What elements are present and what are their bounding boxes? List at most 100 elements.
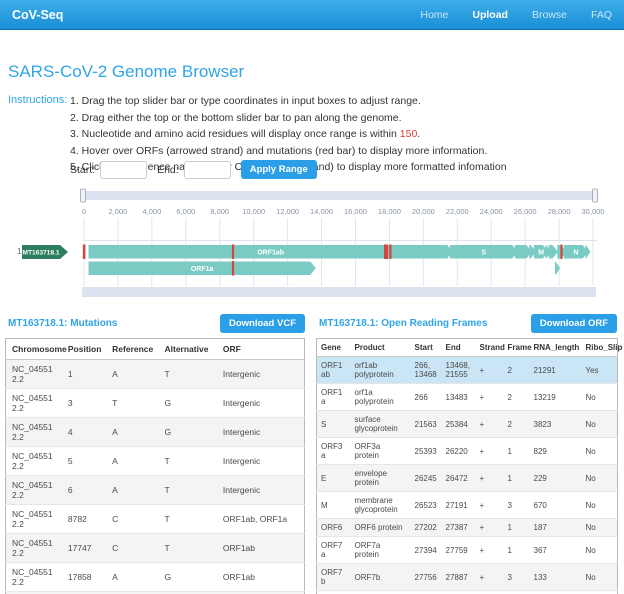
orf-row[interactable]: ORF8ORF8 protein2789428259+3367No [316, 590, 618, 594]
table-cell: G [158, 562, 217, 592]
table-cell: A [106, 562, 159, 592]
mutation-mark-8782[interactable] [231, 244, 235, 260]
orf-arrow-ORF7a[interactable] [548, 245, 558, 259]
download-orf-button[interactable]: Download ORF [530, 313, 617, 333]
download-vcf-button[interactable]: Download VCF [219, 313, 305, 333]
mutation-mark-17858[interactable] [385, 244, 389, 260]
table-cell: M [316, 491, 351, 519]
orf-arrow-ORF6[interactable] [545, 245, 552, 259]
axis-tick-label: 18,000 [378, 207, 401, 216]
table-cell: + [475, 383, 504, 411]
orf-row[interactable]: ORF7a ORF7a protein 27394 27759 +1 367 No [316, 536, 618, 564]
table-cell: 13483 [441, 383, 476, 411]
orf-label-N: N [573, 249, 578, 256]
table-cell: Intergenic [216, 417, 305, 447]
orf-panel-title[interactable]: MT163718.1: Open Reading Frames [319, 317, 488, 329]
mutation-row[interactable]: NC_045512.2 1 A T Intergenic [5, 359, 305, 389]
table-cell: 2 [503, 383, 530, 411]
orf-arrow-N[interactable] [563, 245, 589, 259]
table-cell: C [106, 533, 159, 563]
mutation-mark-8782[interactable] [231, 261, 235, 276]
orf-arrow-ORF7b[interactable] [554, 261, 561, 276]
table-cell: NC_045512.2 [5, 359, 62, 389]
mutation-row[interactable]: NC_045512.2 4 A G Intergenic [5, 417, 305, 447]
nav-item-upload[interactable]: Upload [472, 8, 508, 21]
orf-arrow-ORF10[interactable] [585, 245, 591, 259]
nav-item-faq[interactable]: FAQ [590, 8, 612, 21]
orf-row[interactable]: ORF7b ORF7b 27756 27887 +3 133 No [316, 563, 618, 591]
mutation-mark-6[interactable] [83, 244, 86, 260]
orf-row[interactable]: ORF1a orf1a polyprotein 266 13483 +2 13219 No [316, 383, 618, 411]
instructions-label: Instructions: [8, 94, 68, 106]
table-cell: S [316, 410, 351, 438]
instruction-item: 1. Drag the top slider bar or type coord… [70, 95, 421, 107]
mutation-row[interactable]: NC_045512.2 3 T G Intergenic [5, 388, 305, 418]
table-cell: 5 [61, 446, 107, 476]
table-cell: Intergenic [216, 388, 305, 418]
mutation-mark-17747[interactable] [384, 244, 387, 260]
mutations-panel-title[interactable]: MT163718.1: Mutations [8, 317, 118, 329]
mutation-mark-28144[interactable] [560, 244, 563, 260]
brand-logo[interactable]: CoV-Seq [12, 7, 64, 22]
table-cell: ORF1ab [216, 533, 305, 563]
table-cell: 266 [410, 383, 442, 411]
mutation-row[interactable]: NC_045512.2 17747 C T ORF1ab [5, 533, 305, 563]
range-slider-bottom[interactable] [82, 287, 596, 297]
mutations-panel: MT163718.1: Mutations Download VCF Chrom… [5, 312, 305, 594]
table-cell: ORF3a [316, 437, 351, 465]
slider-handle-right[interactable] [592, 188, 598, 203]
table-cell: No [581, 518, 618, 537]
orf-arrow-M[interactable] [534, 245, 549, 259]
table-cell: 27894 [410, 590, 442, 594]
nav-item-browse[interactable]: Browse [531, 8, 567, 21]
table-cell: T [158, 533, 217, 563]
orf-arrow-ORF1ab[interactable] [88, 245, 453, 259]
axis-tick-label: 22,000 [446, 207, 469, 216]
sequence-name-flag[interactable] [22, 245, 68, 259]
start-input[interactable] [100, 160, 148, 179]
mutation-row[interactable]: NC_045512.2 8782 C T ORF1ab, ORF1a [5, 504, 305, 534]
table-cell: 13468, 21555 [441, 356, 476, 384]
column-header: Reference [106, 338, 159, 360]
range-slider-top[interactable] [82, 191, 596, 200]
column-header: Strand [475, 338, 505, 357]
orf-label-S: S [481, 249, 486, 256]
end-input[interactable] [183, 160, 231, 179]
mutation-row[interactable]: NC_045512.2 5 A T Intergenic [5, 446, 305, 476]
column-header: ORF [216, 338, 305, 360]
mutations-table-header: Chromosome Position Reference Alternative OR… [5, 338, 305, 360]
nav-item-home[interactable]: Home [420, 8, 449, 21]
table-cell: ORF6 protein [350, 518, 411, 537]
table-cell: 266, 13468 [410, 356, 442, 384]
table-cell: A [106, 446, 159, 476]
orf-arrow-S[interactable] [449, 245, 518, 259]
slider-handle-left[interactable] [80, 188, 86, 203]
mutation-mark-18060[interactable] [389, 244, 392, 260]
orf-arrow-E[interactable] [529, 245, 537, 259]
mutation-row[interactable]: NC_045512.2 6 A T Intergenic [5, 475, 305, 505]
axis-tick-label: 6,000 [176, 207, 195, 216]
orf-row[interactable]: ORF6 ORF6 protein 27202 27387 +1 187 No [316, 518, 618, 537]
mutation-row[interactable]: NC_045512.218060CTORF1ab [5, 591, 305, 594]
table-cell: 27191 [441, 491, 476, 519]
axis-tick-label: 10,000 [242, 207, 265, 216]
table-cell: A [106, 417, 159, 447]
axis-tick-label: 2,000 [109, 207, 128, 216]
orf-arrow-ORF1a[interactable] [88, 261, 316, 276]
table-cell: ORF3a protein [350, 437, 411, 465]
table-cell: 1 [503, 464, 530, 492]
table-cell: ORF1ab [316, 356, 351, 384]
table-cell: T [158, 446, 217, 476]
axis-tick-label: 0 [82, 207, 86, 216]
orf-row[interactable]: ORF1ab orf1ab polyprotein 266, 13468 13468,… [316, 356, 618, 384]
apply-range-button[interactable]: Apply Range [240, 160, 317, 179]
orf-row[interactable]: ORF3a ORF3a protein 25393 26220 +1 829 No [316, 437, 618, 465]
orf-arrow-ORF3a[interactable] [514, 245, 532, 259]
orf-table-body: ORF1ab orf1ab polyprotein 266, 13468 13468,… [316, 356, 618, 594]
column-header: RNA_length [529, 338, 582, 357]
mutation-row[interactable]: NC_045512.2 17858 A G ORF1ab [5, 562, 305, 592]
